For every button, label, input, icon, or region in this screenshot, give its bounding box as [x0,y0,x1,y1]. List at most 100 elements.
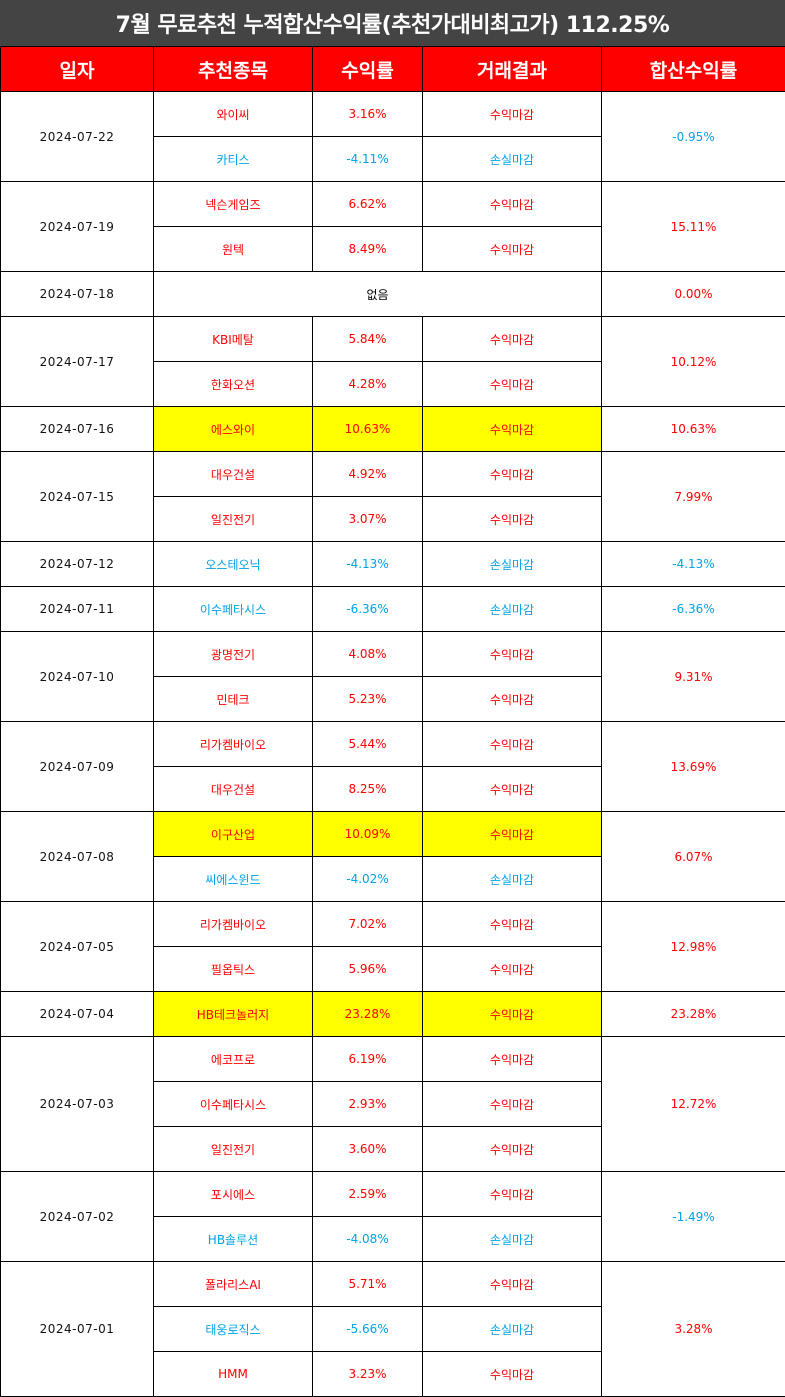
result-cell: 손실마감 [423,542,602,587]
total-return-cell: 10.12% [602,317,785,407]
date-cell: 2024-07-08 [1,812,154,902]
result-cell: 손실마감 [423,1217,602,1262]
result-cell: 수익마감 [423,452,602,497]
stock-cell: 와이씨 [154,92,313,137]
header-stock: 추천종목 [154,47,313,92]
stock-cell: 필옵틱스 [154,947,313,992]
result-cell: 수익마감 [423,317,602,362]
stock-cell: 원텍 [154,227,313,272]
stock-cell: 일진전기 [154,1127,313,1172]
date-cell: 2024-07-04 [1,992,154,1037]
rate-cell: -4.08% [313,1217,423,1262]
rate-cell: -4.11% [313,137,423,182]
stock-cell: 씨에스윈드 [154,857,313,902]
date-cell: 2024-07-17 [1,317,154,407]
stock-cell: 이수페타시스 [154,587,313,632]
total-return-cell: -1.49% [602,1172,785,1262]
rate-cell: 3.23% [313,1352,423,1397]
total-return-cell: 6.07% [602,812,785,902]
result-cell: 수익마감 [423,1172,602,1217]
result-cell: 수익마감 [423,677,602,722]
rate-cell: 4.08% [313,632,423,677]
stock-cell: 태웅로직스 [154,1307,313,1352]
date-cell: 2024-07-12 [1,542,154,587]
total-return-cell: 0.00% [602,272,785,317]
no-recommendation-cell: 없음 [154,272,602,317]
date-cell: 2024-07-02 [1,1172,154,1262]
total-return-cell: -4.13% [602,542,785,587]
date-cell: 2024-07-11 [1,587,154,632]
result-cell: 수익마감 [423,902,602,947]
rate-cell: 6.19% [313,1037,423,1082]
total-return-cell: 7.99% [602,452,785,542]
result-cell: 수익마감 [423,947,602,992]
result-cell: 수익마감 [423,992,602,1037]
stock-cell: 광명전기 [154,632,313,677]
rate-cell: 5.71% [313,1262,423,1307]
rate-cell: 4.28% [313,362,423,407]
rate-cell: 4.92% [313,452,423,497]
result-cell: 손실마감 [423,137,602,182]
stock-cell: 한화오션 [154,362,313,407]
result-cell: 손실마감 [423,1307,602,1352]
header-date: 일자 [1,47,154,92]
header-row: 일자 추천종목 수익률 거래결과 합산수익률 [1,47,785,92]
stock-cell: 민테크 [154,677,313,722]
result-cell: 수익마감 [423,92,602,137]
stock-cell: 카티스 [154,137,313,182]
result-cell: 수익마감 [423,407,602,452]
stock-cell: 이구산업 [154,812,313,857]
stock-cell: 대우건설 [154,452,313,497]
total-return-cell: 13.69% [602,722,785,812]
rate-cell: 2.59% [313,1172,423,1217]
date-cell: 2024-07-19 [1,182,154,272]
rate-cell: -4.02% [313,857,423,902]
total-return-cell: 23.28% [602,992,785,1037]
stock-cell: 에코프로 [154,1037,313,1082]
rate-cell: 10.09% [313,812,423,857]
stock-cell: 리가켐바이오 [154,722,313,767]
header-result: 거래결과 [423,47,602,92]
rate-cell: 2.93% [313,1082,423,1127]
date-cell: 2024-07-05 [1,902,154,992]
result-cell: 수익마감 [423,632,602,677]
result-cell: 수익마감 [423,1262,602,1307]
stock-cell: 리가켐바이오 [154,902,313,947]
rate-cell: 10.63% [313,407,423,452]
stock-cell: KBI메탈 [154,317,313,362]
total-return-cell: 10.63% [602,407,785,452]
rate-cell: 6.62% [313,182,423,227]
result-cell: 수익마감 [423,812,602,857]
rate-cell: 23.28% [313,992,423,1037]
date-cell: 2024-07-18 [1,272,154,317]
stock-cell: HB테크놀러지 [154,992,313,1037]
result-cell: 수익마감 [423,227,602,272]
result-cell: 수익마감 [423,182,602,227]
rate-cell: 3.07% [313,497,423,542]
stock-cell: 포시에스 [154,1172,313,1217]
stock-cell: 일진전기 [154,497,313,542]
date-cell: 2024-07-01 [1,1262,154,1397]
rate-cell: 8.49% [313,227,423,272]
rate-cell: 3.16% [313,92,423,137]
total-return-cell: 12.72% [602,1037,785,1172]
result-cell: 수익마감 [423,1082,602,1127]
stock-cell: HB솔루션 [154,1217,313,1262]
total-return-cell: 12.98% [602,902,785,992]
